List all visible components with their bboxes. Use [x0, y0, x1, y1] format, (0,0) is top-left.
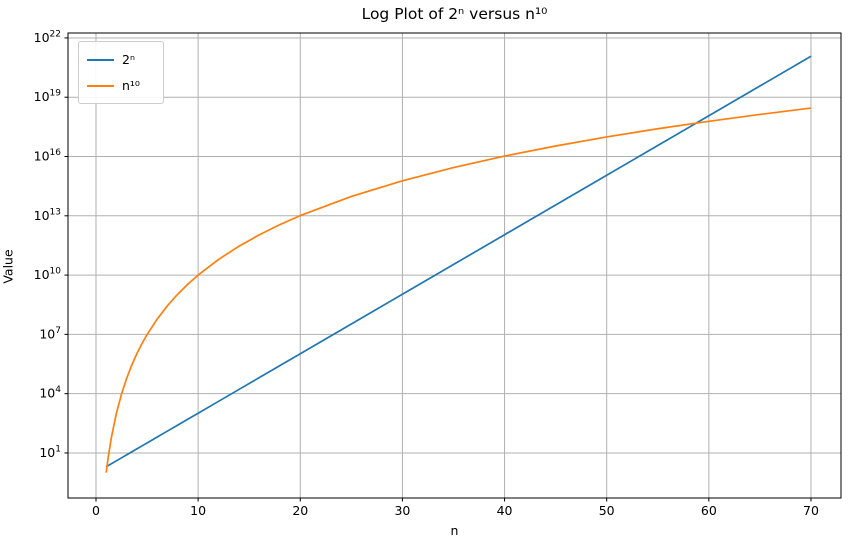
legend-label-n10: n¹⁰	[122, 78, 140, 93]
x-axis-label: n	[450, 523, 459, 538]
x-tick-label: 0	[92, 503, 100, 518]
x-tick-label: 40	[497, 503, 513, 518]
x-tick-label: 30	[394, 503, 410, 518]
x-tick-label: 20	[292, 503, 308, 518]
x-tick-label: 60	[701, 503, 717, 518]
chart-title: Log Plot of 2ⁿ versus n¹⁰	[361, 5, 548, 23]
legend: 2ⁿ n¹⁰	[78, 41, 164, 104]
legend-item-2n: 2ⁿ	[87, 49, 154, 70]
y-tick-label: 1019	[34, 89, 62, 105]
y-tick-label: 107	[39, 326, 61, 342]
y-tick-label: 104	[39, 385, 61, 401]
legend-item-n10: n¹⁰	[87, 75, 154, 96]
axes-frame	[67, 32, 842, 499]
x-axis-ticks: 0 10 20 30 40 50 60 70	[92, 498, 819, 518]
y-tick-label: 101	[39, 444, 61, 460]
x-tick-label: 50	[599, 503, 615, 518]
legend-label-2n: 2ⁿ	[122, 52, 135, 67]
series-line-2n	[105, 55, 812, 468]
legend-line-swatch-n10	[87, 84, 114, 87]
series-line-n10	[105, 107, 812, 473]
x-tick-label: 10	[190, 503, 206, 518]
y-tick-label: 1022	[34, 29, 61, 45]
y-tick-label: 1010	[34, 267, 62, 283]
y-tick-label: 1013	[34, 207, 61, 223]
legend-line-swatch-2n	[87, 58, 114, 61]
y-axis-label: Value	[0, 249, 16, 284]
y-tick-label: 1016	[34, 148, 62, 164]
y-axis-ticks: 101 104 107 1010 1013 1016 1019 1022	[34, 29, 68, 460]
x-tick-label: 70	[803, 503, 819, 518]
grid-lines	[68, 33, 841, 498]
